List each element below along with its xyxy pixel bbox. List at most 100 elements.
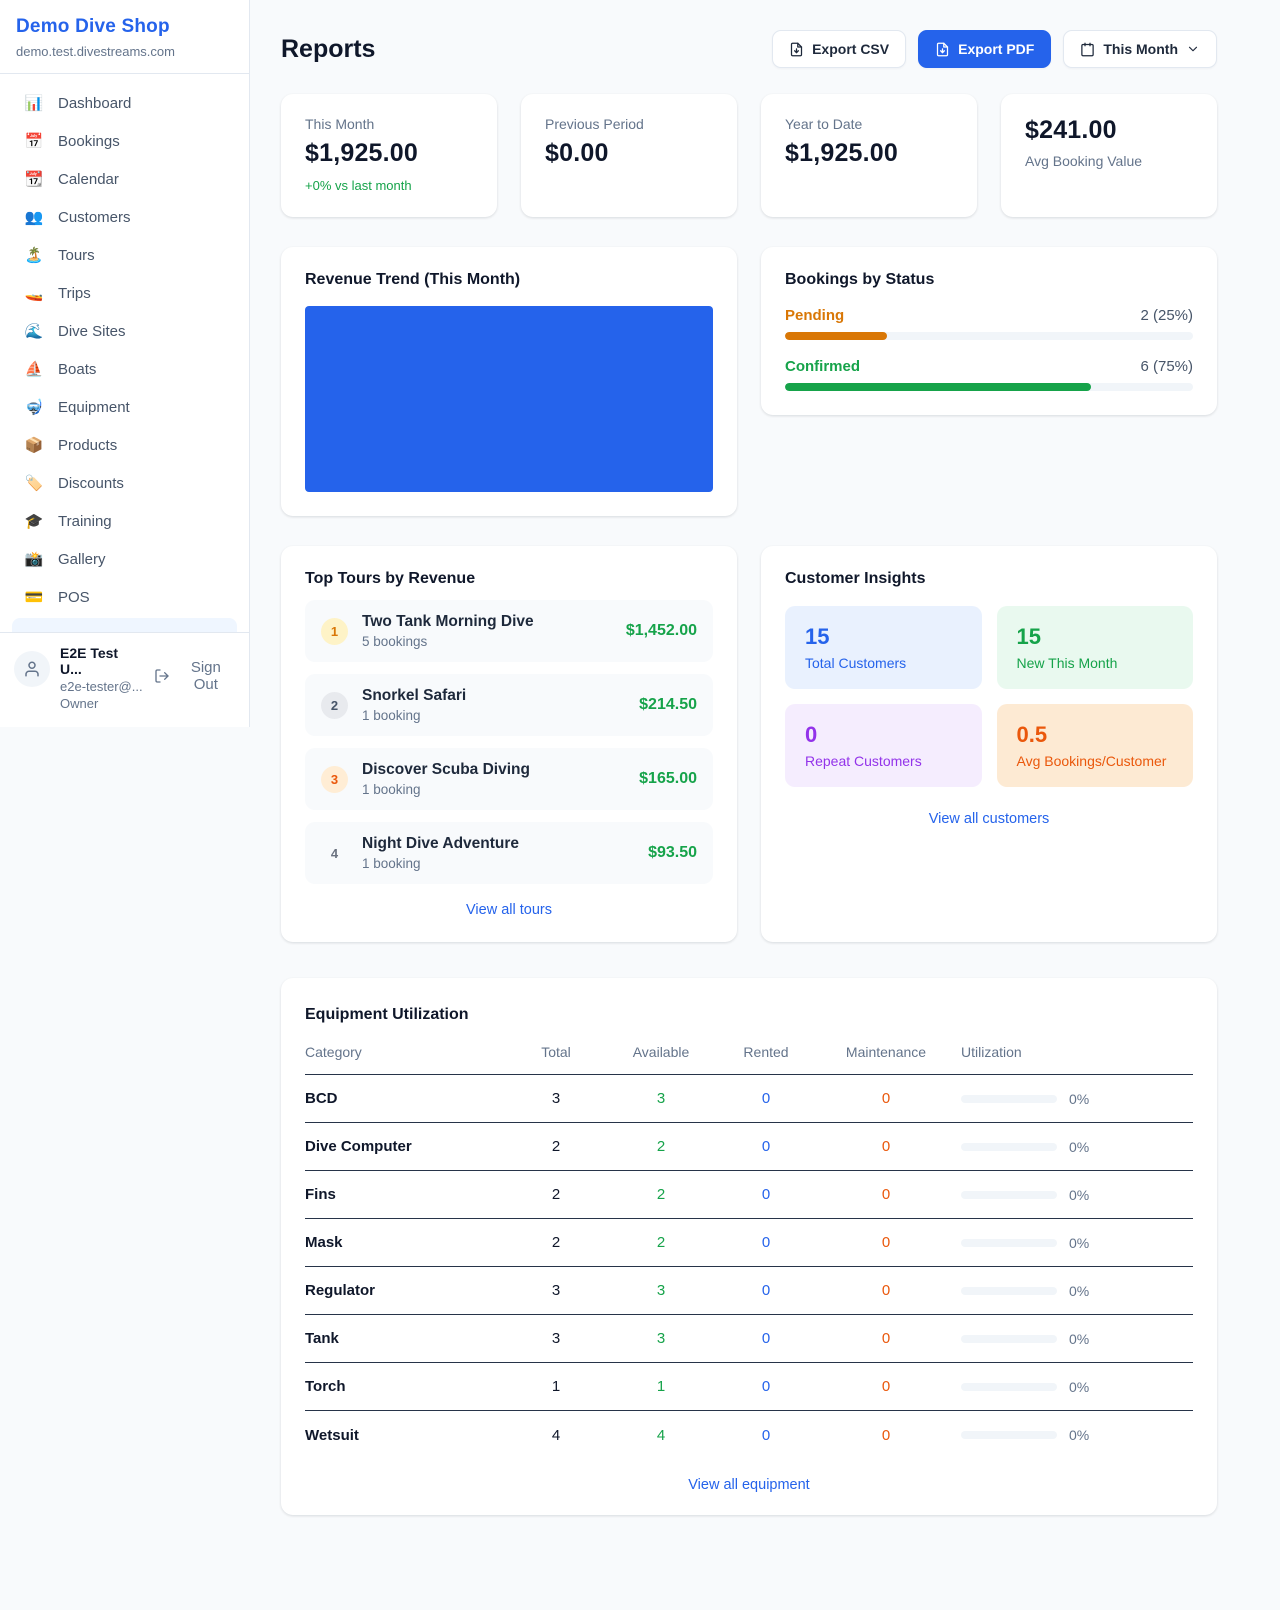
- rank-badge: 1: [321, 617, 348, 645]
- camera-icon: 📸: [24, 551, 44, 568]
- utilization-percent: 0%: [1069, 1282, 1090, 1299]
- lists-row: Top Tours by Revenue 1 Two Tank Morning …: [281, 546, 1217, 942]
- utilization-track: [961, 1238, 1057, 1247]
- maintenance-cell: 0: [881, 1090, 891, 1107]
- column-header: Utilization: [961, 1044, 1022, 1060]
- view-all-customers-link[interactable]: View all customers: [928, 811, 1050, 827]
- sidebar-item-discounts[interactable]: 🏷️ Discounts: [12, 464, 237, 502]
- category-cell: Mask: [305, 1234, 343, 1251]
- chevron-down-icon: [1188, 46, 1198, 52]
- revenue-trend-card: Revenue Trend (This Month): [281, 247, 737, 516]
- equipment-utilization-title: Equipment Utilization: [305, 1006, 469, 1023]
- page-title: Reports: [281, 34, 376, 63]
- sidebar-item-trips[interactable]: 🚤 Trips: [12, 274, 237, 312]
- stat-label: Previous Period: [545, 116, 644, 132]
- period-select-button[interactable]: This Month: [1063, 30, 1217, 68]
- stat-label: This Month: [305, 116, 375, 132]
- sidebar-item-dive-sites[interactable]: 🌊 Dive Sites: [12, 312, 237, 350]
- tour-bookings: 5 bookings: [362, 634, 428, 649]
- maintenance-cell: 0: [881, 1186, 891, 1203]
- revenue-trend-bar-chart: [305, 306, 713, 492]
- maintenance-cell: 0: [881, 1330, 891, 1347]
- sidebar-item-dashboard[interactable]: 📊 Dashboard: [12, 84, 237, 122]
- tour-revenue: $1,452.00: [625, 622, 697, 639]
- export-pdf-button[interactable]: Export PDF: [918, 30, 1052, 68]
- user-name: E2E Test U...: [60, 645, 119, 677]
- stat-card-previous-period: Previous Period $0.00: [521, 94, 737, 217]
- total-cell: 3: [551, 1282, 561, 1299]
- utilization-track: [961, 1382, 1057, 1391]
- view-all-tours-link[interactable]: View all tours: [466, 902, 552, 918]
- available-cell: 3: [656, 1090, 666, 1107]
- customer-insights-title: Customer Insights: [785, 570, 926, 587]
- tour-name: Night Dive Adventure: [362, 835, 520, 852]
- stat-delta: +0% vs last month: [305, 178, 412, 193]
- utilization-cell: 0%: [961, 1187, 1193, 1203]
- table-row: Tank 3 3 0 0 0%: [305, 1315, 1193, 1363]
- bookings-by-status-card: Bookings by Status Pending 2 (25%) Confi…: [761, 247, 1217, 415]
- total-cell: 1: [551, 1378, 561, 1395]
- sidebar-item-label: Dashboard: [58, 94, 132, 112]
- file-download-icon: [790, 42, 803, 56]
- sign-out-button[interactable]: Sign Out: [154, 659, 235, 693]
- tour-revenue: $214.50: [639, 696, 697, 713]
- sidebar-item-gallery[interactable]: 📸 Gallery: [12, 540, 237, 578]
- sidebar-item-tours[interactable]: 🏝️ Tours: [12, 236, 237, 274]
- tour-row: 2 Snorkel Safari 1 booking $214.50: [305, 674, 713, 736]
- maintenance-cell: 0: [881, 1426, 891, 1444]
- export-csv-button[interactable]: Export CSV: [772, 30, 907, 68]
- available-cell: 1: [656, 1378, 666, 1395]
- sailboat-icon: ⛵: [24, 361, 44, 378]
- sign-out-label: Sign Out: [190, 659, 221, 693]
- stat-label: Year to Date: [785, 116, 863, 132]
- maintenance-cell: 0: [881, 1234, 891, 1251]
- view-all-equipment-link[interactable]: View all equipment: [688, 1477, 810, 1493]
- sidebar: Demo Dive Shop demo.test.divestreams.com…: [0, 0, 250, 727]
- sidebar-item-customers[interactable]: 👥 Customers: [12, 198, 237, 236]
- table-row: Torch 1 1 0 0 0%: [305, 1363, 1193, 1411]
- sidebar-item-calendar[interactable]: 📆 Calendar: [12, 160, 237, 198]
- table-row: Regulator 3 3 0 0 0%: [305, 1267, 1193, 1315]
- user-role: Owner: [60, 696, 99, 711]
- tour-revenue: $93.50: [648, 844, 697, 861]
- rented-cell: 0: [761, 1426, 771, 1444]
- sidebar-item-reports-clipped[interactable]: [12, 618, 237, 632]
- utilization-track: [961, 1431, 1057, 1439]
- top-tours-title: Top Tours by Revenue: [305, 570, 476, 587]
- sidebar-item-training[interactable]: 🎓 Training: [12, 502, 237, 540]
- sidebar-item-products[interactable]: 📦 Products: [12, 426, 237, 464]
- table-header-row: Category Total Available Rented Maintena…: [305, 1044, 1193, 1075]
- sidebar-item-label: Gallery: [58, 550, 106, 568]
- sidebar-item-label: Trips: [58, 284, 91, 302]
- tile-avg-bookings-customer: 0.5 Avg Bookings/Customer: [996, 704, 1193, 787]
- total-cell: 3: [551, 1090, 561, 1107]
- sidebar-item-equipment[interactable]: 🤿 Equipment: [12, 388, 237, 426]
- sidebar-item-label: Training: [58, 512, 112, 530]
- utilization-cell: 0%: [961, 1091, 1193, 1107]
- sidebar-item-label: Boats: [58, 360, 97, 378]
- maintenance-cell: 0: [881, 1282, 891, 1299]
- category-cell: Tank: [305, 1330, 339, 1347]
- sign-out-icon: [155, 669, 169, 683]
- sidebar-header: Demo Dive Shop demo.test.divestreams.com: [0, 0, 249, 74]
- page-header: Reports Export CSV Export PDF This Month: [281, 30, 1217, 68]
- available-cell: 2: [656, 1186, 666, 1203]
- file-download-icon: [936, 42, 949, 56]
- credit-card-icon: 💳: [24, 589, 44, 606]
- utilization-cell: 0%: [961, 1331, 1193, 1347]
- column-header: Category: [305, 1044, 362, 1060]
- sidebar-user-footer: E2E Test U... e2e-tester@... Owner Sign …: [0, 632, 249, 727]
- sidebar-item-pos[interactable]: 💳 POS: [12, 578, 237, 616]
- category-cell: Regulator: [305, 1282, 376, 1299]
- maintenance-cell: 0: [881, 1378, 891, 1395]
- dashboard-chart-icon: 📊: [24, 95, 44, 112]
- utilization-track: [961, 1094, 1057, 1103]
- sidebar-item-bookings[interactable]: 📅 Bookings: [12, 122, 237, 160]
- tile-value: 0.5: [1016, 722, 1048, 747]
- table-row: Fins 2 2 0 0 0%: [305, 1171, 1193, 1219]
- bookings-by-status-title: Bookings by Status: [785, 271, 935, 288]
- export-csv-label: Export CSV: [812, 41, 890, 57]
- tile-value: 15: [805, 624, 830, 649]
- category-cell: Torch: [305, 1378, 346, 1395]
- sidebar-item-boats[interactable]: ⛵ Boats: [12, 350, 237, 388]
